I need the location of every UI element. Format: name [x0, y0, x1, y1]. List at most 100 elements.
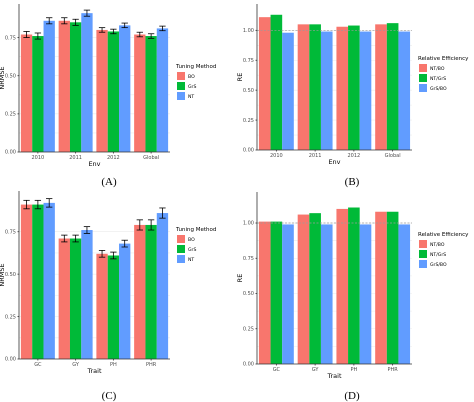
chart2-bar-nt-grs [386, 23, 399, 151]
chart2-bar-nt-bo [258, 17, 271, 150]
chart1-legend-key [177, 72, 185, 80]
chart3-legend: Tuning Method BO GrS NT [175, 227, 216, 263]
chart4-bar-nt-bo [336, 208, 349, 364]
chart2-bar-grs-bo [398, 31, 411, 150]
chart1-bar-nt [119, 25, 131, 152]
chart1-x-axis-title: Env [88, 160, 100, 168]
chart3-legend-key [177, 255, 185, 263]
chart1-y-tick-label: 0.25 [5, 112, 16, 118]
chart1-bar-grs [145, 36, 157, 152]
chart2: 0.00 0.25 0.50 0.75 1.00 2010 2011 2012 Global En… [236, 4, 469, 166]
chart2-bar-nt-grs [309, 24, 321, 151]
chart2-bar-grs-bo [282, 32, 294, 150]
chart4-y-tick-label: 0.25 [243, 326, 254, 332]
chart4-y-tick-label: 1.00 [243, 221, 254, 227]
chart4-bar-nt-grs [309, 213, 321, 364]
chart4-x-tick-label: PH [350, 367, 357, 373]
chart2-x-tick-label: 2010 [270, 153, 283, 159]
panel-label-d: (D) [344, 390, 360, 402]
chart3-x-tick-label: PH [110, 362, 117, 368]
chart1-bar-bo [134, 34, 146, 152]
chart4-legend-title: Relative Efficiency [418, 232, 469, 238]
chart3-legend-label: GrS [188, 247, 196, 253]
chart1-y-tick-label: 0.00 [5, 150, 16, 156]
chart4-bar-nt-grs [348, 207, 360, 364]
chart3-legend-label: BO [188, 237, 195, 243]
chart1-x-tick-label: 2012 [107, 155, 120, 161]
chart1-legend-title: Tuning Method [175, 64, 216, 70]
chart3-y-tick-label: 0.25 [5, 314, 16, 320]
chart3-bar-grs [145, 224, 157, 359]
chart3-bar-nt [81, 230, 93, 359]
chart1-legend-label: BO [188, 74, 195, 80]
chart2-bar-nt-grs [270, 14, 283, 150]
chart3: 0.00 0.25 0.50 0.75 GC GY PH PHR Trait NRMSE Tunin… [0, 191, 216, 375]
chart3-legend-title: Tuning Method [175, 227, 216, 233]
chart1-x-tick-label: 2010 [32, 155, 45, 161]
chart3-bar-nt [43, 202, 55, 359]
chart4-x-tick-label: GC [273, 367, 281, 373]
chart2-legend-label: NT/GrS [430, 76, 446, 82]
chart2-bar-nt-bo [375, 24, 387, 151]
chart4-bar-nt-bo [297, 214, 310, 364]
chart4-y-axis-title: RE [236, 274, 244, 283]
chart2-legend-label: NT/BO [430, 66, 445, 72]
chart2-y-tick-label: 0.50 [243, 88, 254, 94]
chart2-bar-nt-bo [336, 26, 349, 151]
chart4-bar-grs-bo [359, 224, 372, 364]
chart3-bar-bo [58, 238, 70, 359]
chart4-bar-nt-grs [270, 221, 283, 364]
chart3-y-tick-label: 0.50 [5, 272, 16, 278]
chart4-legend-label: NT/BO [430, 242, 445, 248]
chart1-y-tick-label: 0.50 [5, 73, 16, 79]
chart4-bar-nt-bo [258, 221, 271, 364]
chart1: 0.00 0.25 0.50 0.75 2010 2011 2012 Global Env NRM… [0, 4, 216, 168]
panel-label-c: (C) [102, 390, 117, 402]
chart3-y-axis-title: NRMSE [0, 263, 6, 286]
chart4-legend-key [419, 250, 427, 258]
chart3-bar-grs [32, 204, 44, 359]
chart2-x-tick-label: 2012 [348, 153, 361, 159]
chart3-bar-bo [134, 224, 146, 359]
chart4-legend: Relative Efficiency NT/BO NT/GrS GrS/BO [418, 232, 469, 268]
chart2-x-tick-label: Global [385, 153, 401, 159]
chart4-legend-label: GrS/BO [430, 262, 447, 268]
chart1-bar-grs [69, 22, 82, 152]
chart3-y-tick-label: 0.00 [5, 357, 16, 363]
chart1-legend-key [177, 92, 185, 100]
chart4-bar-nt-bo [375, 211, 387, 364]
chart2-legend-key [419, 84, 427, 92]
chart1-bar-bo [58, 20, 70, 152]
chart1-legend: Tuning Method BO GrS NT [175, 64, 216, 100]
chart1-bar-bo [20, 34, 33, 152]
chart2-legend: Relative Efficiency NT/BO NT/GrS GrS/BO [418, 56, 469, 92]
chart3-y-tick-label: 0.75 [5, 229, 16, 235]
chart4-bar-grs-bo [398, 224, 411, 364]
chart4-legend-key [419, 240, 427, 248]
chart1-x-tick-label: 2011 [69, 155, 82, 161]
chart4-y-tick-label: 0.00 [243, 362, 254, 368]
chart2-legend-title: Relative Efficiency [418, 56, 469, 62]
chart4-bar-grs-bo [282, 224, 294, 364]
chart3-bar-grs [69, 238, 82, 359]
chart4-y-tick-label: 0.50 [243, 291, 254, 297]
chart3-legend-key [177, 235, 185, 243]
chart1-x-tick-label: Global [143, 155, 159, 161]
chart1-bar-grs [107, 31, 120, 153]
chart2-bar-nt-bo [297, 24, 310, 151]
chart2-legend-key [419, 64, 427, 72]
chart4-legend-key [419, 260, 427, 268]
chart1-y-tick-label: 0.75 [5, 35, 16, 41]
chart1-legend-label: GrS [188, 84, 196, 90]
chart1-bar-nt [43, 20, 55, 152]
chart3-x-tick-label: PHR [146, 362, 157, 368]
chart2-y-axis-title: RE [236, 73, 244, 82]
chart3-legend-key [177, 245, 185, 253]
panel-label-a: (A) [101, 176, 117, 188]
chart3-bar-nt [156, 213, 169, 359]
chart2-y-tick-label: 0.25 [243, 118, 254, 124]
chart2-y-tick-label: 0.75 [243, 58, 254, 64]
chart3-bar-grs [107, 255, 120, 359]
chart3-x-tick-label: GC [34, 362, 42, 368]
